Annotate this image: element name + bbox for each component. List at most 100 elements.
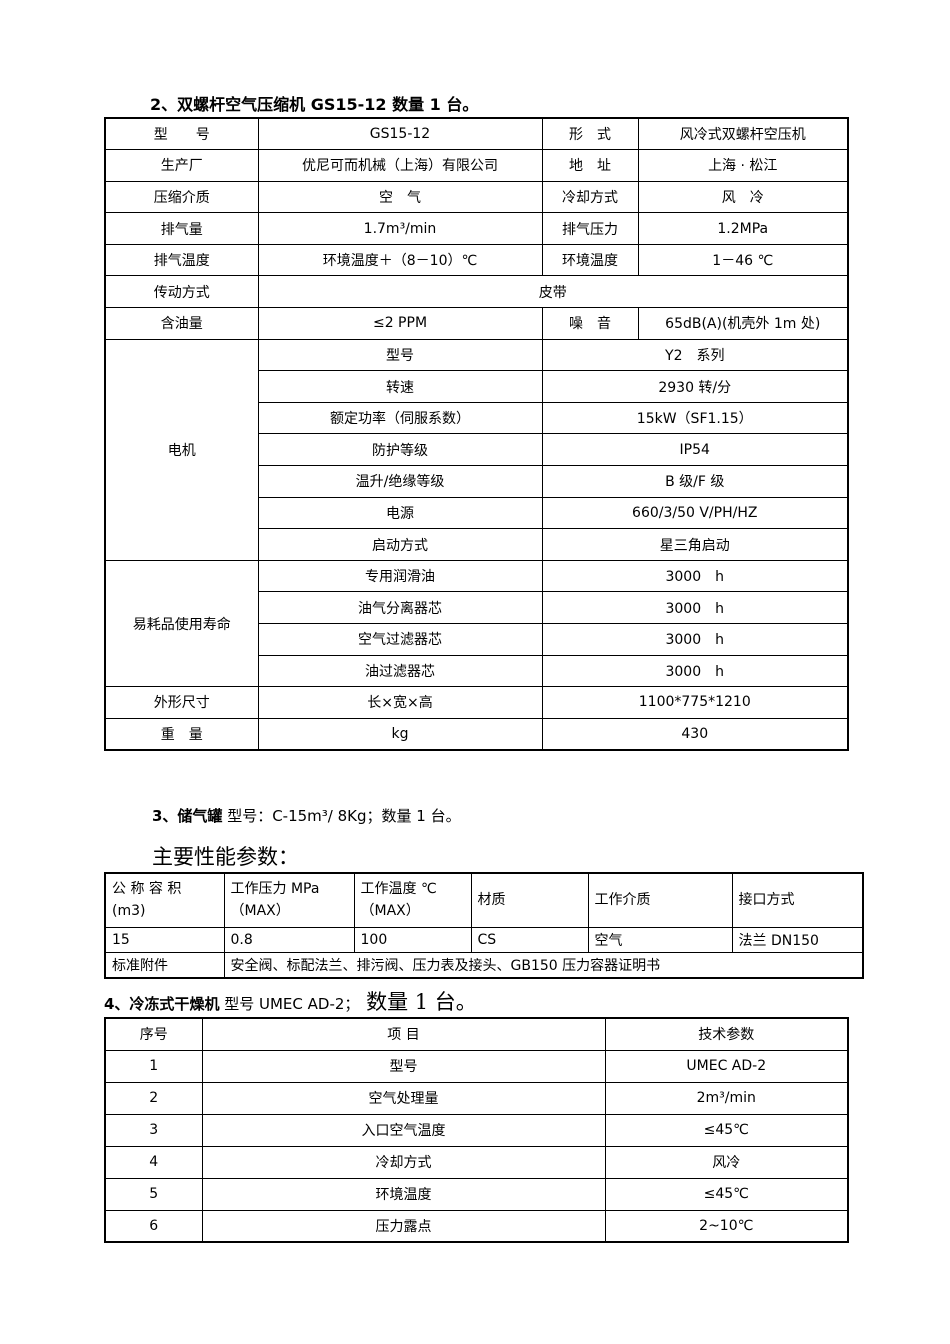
table-row: 排气温度 环境温度＋（8－10）℃ 环境温度 1－46 ℃ <box>104 243 849 277</box>
table-cell: 上海 · 松江 <box>637 149 849 182</box>
table-cell: ≤45℃ <box>604 1113 849 1147</box>
table-header-cell: 项 目 <box>201 1017 606 1051</box>
table-cell: 3000 h <box>541 623 849 656</box>
table-cell: IP54 <box>541 433 849 467</box>
table-row: 额定功率（伺服系数） 15kW（SF1.15） <box>105 401 849 435</box>
table-cell: 重 量 <box>104 717 259 751</box>
table-cell: 标准附件 <box>104 951 225 979</box>
table-cell: 660/3/50 V/PH/HZ <box>541 496 849 530</box>
table-cell: GS15-12 <box>257 117 543 151</box>
table-cell: 专用润滑油 <box>257 559 543 593</box>
table-header-cell: 技术参数 <box>604 1017 849 1051</box>
table-cell: 型号 <box>201 1049 606 1083</box>
table-cell: 空气处理量 <box>201 1081 606 1115</box>
table-row: 5 环境温度 ≤45℃ <box>104 1177 849 1211</box>
table-cell: 2m³/min <box>604 1081 849 1115</box>
table-row: 转速 2930 转/分 <box>105 370 849 403</box>
table-row: 压缩介质空 气冷却方式风 冷 <box>104 180 849 214</box>
table-cell: 1100*775*1210 <box>541 686 849 719</box>
table-row: 排气量 1.7m³/min 排气压力 1.2MPa <box>104 212 849 245</box>
table-cell: 星三角启动 <box>541 528 849 561</box>
table-cell: 排气压力 <box>541 212 639 245</box>
dryer-spec-table: 序号项 目技术参数 1 型号 UMEC AD-2 2 空气处理量 2m³/min 3 入口空气温… <box>104 1017 849 1243</box>
table-cell: 法兰 DN150 <box>731 926 864 953</box>
table-row: 3 入口空气温度 ≤45℃ <box>104 1113 849 1147</box>
table-cell: 型 号 <box>104 117 259 151</box>
table-cell: 电源 <box>257 496 543 530</box>
table-row: 生产厂 优尼可而机械（上海）有限公司地 址上海 · 松江 <box>104 149 849 182</box>
table-row: 重 量 kg 430 <box>104 717 849 751</box>
table-cell: kg <box>257 717 543 751</box>
table-cell: 型号 <box>257 338 543 372</box>
table-row: 防护等级 IP54 <box>105 433 849 467</box>
table-cell: UMEC AD-2 <box>604 1049 849 1083</box>
table-cell: 额定功率（伺服系数） <box>257 401 543 435</box>
table-cell: 1 <box>104 1049 203 1083</box>
section4-title-bold: 4、冷冻式干燥机 <box>104 995 220 1013</box>
table-header-cell: 工作压力 MPa （MAX） <box>223 872 355 928</box>
table-row: 15 0.8 100 CS 空气 法兰 DN150 <box>104 926 864 953</box>
table-cell: 冷却方式 <box>541 180 639 214</box>
table-cell: 启动方式 <box>257 528 543 561</box>
table-cell: ≤45℃ <box>604 1177 849 1211</box>
table-cell: 油过滤器芯 <box>257 654 543 688</box>
table-cell: 环境温度 <box>541 243 639 277</box>
section3-title-bold: 3、储气罐 <box>152 807 223 825</box>
table-cell: 1－46 ℃ <box>637 243 849 277</box>
table-row: 油气分离器芯 3000 h <box>105 591 849 624</box>
section4-title: 4、冷冻式干燥机 型号 UMEC AD-2； 数量 1 台。 <box>104 986 477 1016</box>
table-cell: 430 <box>541 717 849 751</box>
table-row: 2 空气处理量 2m³/min <box>104 1081 849 1115</box>
table-cell: 2 <box>104 1081 203 1115</box>
table-row: 4 冷却方式 风冷 <box>104 1145 849 1179</box>
table-row: 易耗品使用寿命 专用润滑油 3000 h <box>104 559 849 688</box>
table-row: 传动方式 皮带 <box>104 275 849 309</box>
table-cell: 形 式 <box>541 117 639 151</box>
table-cell: 空 气 <box>257 180 543 214</box>
section3-title: 3、储气罐 型号：C-15m³/ 8Kg；数量 1 台。 <box>152 805 461 826</box>
table-cell: 4 <box>104 1145 203 1179</box>
table-cell: 1.2MPa <box>637 212 849 245</box>
table-cell: 65dB(A)(机壳外 1m 处) <box>637 307 849 340</box>
table-cell: 地 址 <box>541 149 639 182</box>
table-cell: 15kW（SF1.15） <box>541 401 849 435</box>
table-cell: CS <box>470 926 589 953</box>
table-cell: 皮带 <box>257 275 849 309</box>
consumables-group-label: 易耗品使用寿命 <box>104 559 259 688</box>
table-header-cell: 公 称 容 积 (m3) <box>104 872 225 928</box>
table-cell: 环境温度 <box>201 1177 606 1211</box>
table-row: 1 型号 UMEC AD-2 <box>104 1049 849 1083</box>
table-cell: 长×宽×高 <box>257 686 543 719</box>
table-row: 含油量 ≤2 PPM 噪 音 65dB(A)(机壳外 1m 处) <box>104 307 849 340</box>
table-cell: 冷却方式 <box>201 1145 606 1179</box>
table-header-cell: 序号 <box>104 1017 203 1051</box>
table-cell: 油气分离器芯 <box>257 591 543 624</box>
table-cell: 空气 <box>587 926 733 953</box>
table-row: 外形尺寸 长×宽×高 1100*775*1210 <box>104 686 849 719</box>
section3-title-rest: 型号：C-15m³/ 8Kg；数量 1 台。 <box>222 807 461 825</box>
table-cell: 环境温度＋（8－10）℃ <box>257 243 543 277</box>
table-cell: 入口空气温度 <box>201 1113 606 1147</box>
table-row: 型 号 GS15-12 形 式风冷式双螺杆空压机 <box>104 117 849 151</box>
table-cell: 外形尺寸 <box>104 686 259 719</box>
section3-subtitle: 主要性能参数： <box>152 845 299 869</box>
table-cell: 3 <box>104 1113 203 1147</box>
table-cell: 5 <box>104 1177 203 1211</box>
table-cell: 压缩介质 <box>104 180 259 214</box>
table-cell: 3000 h <box>541 559 849 593</box>
table-cell: ≤2 PPM <box>257 307 543 340</box>
table-cell: 排气温度 <box>104 243 259 277</box>
table-row: 6 压力露点 2~10℃ <box>104 1209 849 1243</box>
section4-title-rest: 型号 UMEC AD-2； <box>219 995 360 1013</box>
table-cell: 防护等级 <box>257 433 543 467</box>
table-row: 序号项 目技术参数 <box>104 1017 849 1051</box>
table-cell: 2~10℃ <box>604 1209 849 1243</box>
table-row: 标准附件 安全阀、标配法兰、排污阀、压力表及接头、GB150 压力容器证明书 <box>104 951 864 979</box>
table-header-cell: 工作温度 ℃（MAX） <box>353 872 472 928</box>
table-row: 公 称 容 积 (m3) 工作压力 MPa （MAX） 工作温度 ℃（MAX） 材质工… <box>104 872 864 928</box>
table-cell: 2930 转/分 <box>541 370 849 403</box>
section2-title: 2、双螺杆空气压缩机 GS15-12 数量 1 台。 <box>150 95 479 114</box>
table-cell: 排气量 <box>104 212 259 245</box>
table-row: 温升/绝缘等级 B 级/F 级 <box>105 465 849 498</box>
